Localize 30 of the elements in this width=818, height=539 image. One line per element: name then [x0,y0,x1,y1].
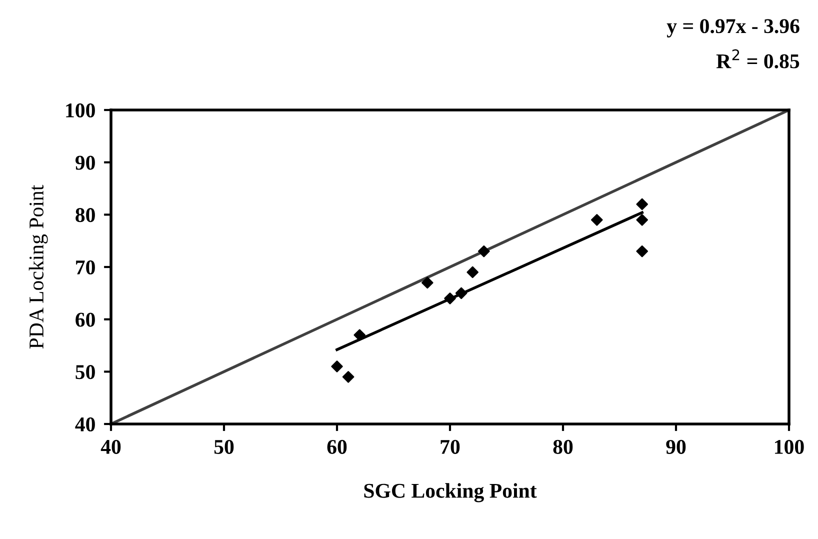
point [422,276,434,289]
y-axis-title: PDA Locking Point [28,184,48,349]
y-tick-label: 50 [76,365,95,380]
y-tick-label: 40 [75,417,95,432]
x-tick-label: 50 [214,440,234,454]
point [331,360,343,372]
point [591,214,603,226]
x-tick-label: 70 [440,440,460,454]
y-tick-label: 80 [76,208,95,222]
point [636,245,648,258]
text: y = 0.97x - 3.96 [666,19,800,38]
point [636,198,648,210]
point [466,266,478,278]
x-tick-label: 100 [775,440,804,454]
x-tick-label: 90 [666,440,686,454]
x-tick-label: 60 [327,440,347,454]
point [455,287,468,300]
y-tick-label: 60 [76,312,95,327]
point [478,245,490,258]
text: R$^{2}$ = 0.85 [716,49,800,68]
y-tick-label: 100 [66,103,95,118]
y-tick-label: 90 [75,156,95,170]
point [636,214,648,226]
point [354,329,366,341]
x-tick-label: 40 [100,440,121,454]
y-tick-label: 70 [76,260,95,274]
point [342,371,354,383]
x-axis-title: SGC Locking Point [364,483,537,502]
point [444,292,456,304]
x-tick-label: 80 [553,440,573,454]
